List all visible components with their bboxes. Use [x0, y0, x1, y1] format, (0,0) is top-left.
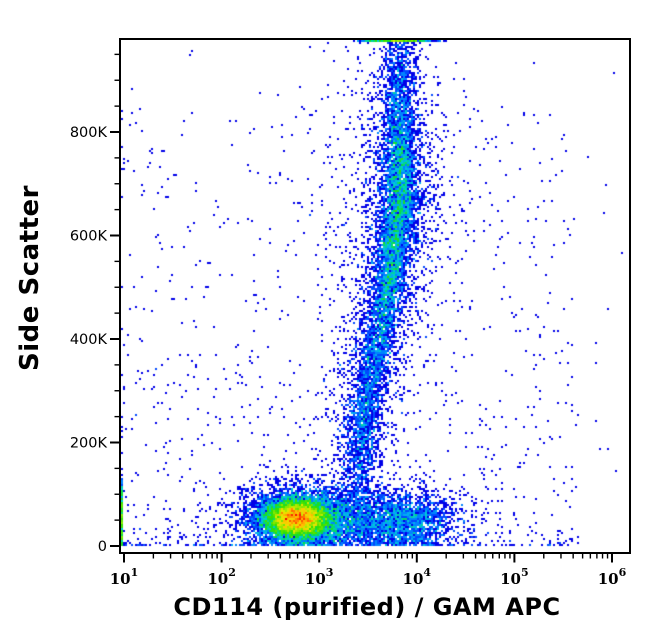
- y-tick-label: 600K: [70, 229, 108, 245]
- y-tick-label: 800K: [70, 125, 108, 141]
- x-axis-title: CD114 (purified) / GAM APC: [173, 593, 561, 621]
- x-tick-label: 104: [403, 566, 432, 588]
- density-dot-canvas: [121, 40, 629, 552]
- y-tick-label: 400K: [70, 332, 108, 348]
- x-tick-label: 102: [207, 566, 236, 588]
- x-tick-label: 105: [500, 566, 529, 588]
- x-tick-label: 103: [305, 566, 334, 588]
- x-tick-label: 106: [598, 566, 627, 588]
- x-tick-label: 101: [110, 566, 139, 588]
- y-tick-label: 0: [98, 539, 107, 555]
- y-axis-title: Side Scatter: [15, 185, 45, 371]
- y-tick-label: 200K: [70, 436, 108, 452]
